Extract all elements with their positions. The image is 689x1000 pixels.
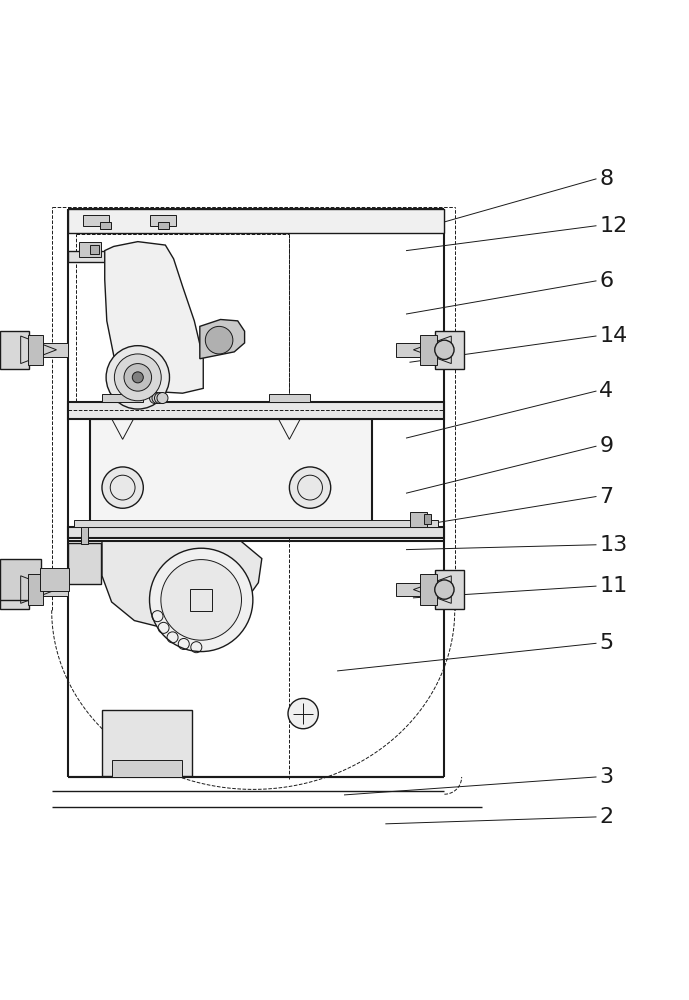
Bar <box>269 394 310 402</box>
Circle shape <box>102 467 143 508</box>
Bar <box>41 583 68 596</box>
Bar <box>396 343 422 357</box>
Circle shape <box>152 393 163 404</box>
Bar <box>74 520 438 527</box>
Text: 11: 11 <box>599 576 628 596</box>
Circle shape <box>289 467 331 508</box>
Bar <box>90 419 372 530</box>
Circle shape <box>124 364 152 391</box>
Circle shape <box>435 340 454 359</box>
Text: 13: 13 <box>599 535 628 555</box>
Bar <box>410 512 427 527</box>
Circle shape <box>132 372 143 383</box>
Circle shape <box>205 326 233 354</box>
Text: 5: 5 <box>599 633 614 653</box>
Bar <box>435 331 464 369</box>
Circle shape <box>288 698 318 729</box>
Bar <box>100 222 111 229</box>
Circle shape <box>150 393 161 404</box>
Bar <box>112 760 182 777</box>
Bar <box>420 335 437 365</box>
Circle shape <box>154 393 165 404</box>
Bar <box>28 335 43 365</box>
Circle shape <box>157 393 168 404</box>
Bar <box>28 574 43 605</box>
Bar <box>150 215 176 226</box>
Bar <box>0 570 29 609</box>
Bar <box>83 215 109 226</box>
Bar <box>435 570 464 609</box>
Bar <box>0 331 29 369</box>
Bar <box>68 209 444 233</box>
Bar <box>40 568 69 591</box>
Text: 14: 14 <box>599 326 628 346</box>
Text: 3: 3 <box>599 767 614 787</box>
Bar <box>79 242 101 257</box>
Circle shape <box>114 354 161 401</box>
Bar <box>68 251 150 262</box>
Text: 9: 9 <box>599 436 614 456</box>
Bar <box>102 394 143 402</box>
Text: 8: 8 <box>599 169 614 189</box>
Polygon shape <box>102 541 262 631</box>
Polygon shape <box>200 319 245 359</box>
Circle shape <box>150 548 253 652</box>
Bar <box>68 527 444 538</box>
Text: 2: 2 <box>599 807 614 827</box>
Bar <box>158 222 169 229</box>
Bar <box>396 583 422 596</box>
Text: 12: 12 <box>599 216 628 236</box>
Bar <box>90 245 99 254</box>
Text: 6: 6 <box>599 271 614 291</box>
Bar <box>68 543 101 584</box>
Bar <box>41 343 68 357</box>
Bar <box>68 402 444 419</box>
Bar <box>102 710 192 776</box>
Bar <box>190 589 212 611</box>
Bar <box>424 514 431 524</box>
Bar <box>81 527 88 544</box>
Circle shape <box>106 346 169 409</box>
Text: 4: 4 <box>599 381 614 401</box>
Polygon shape <box>105 242 203 393</box>
Bar <box>0 559 41 600</box>
Text: 7: 7 <box>599 487 614 507</box>
Circle shape <box>435 580 454 599</box>
Circle shape <box>161 560 241 640</box>
Bar <box>420 574 437 605</box>
